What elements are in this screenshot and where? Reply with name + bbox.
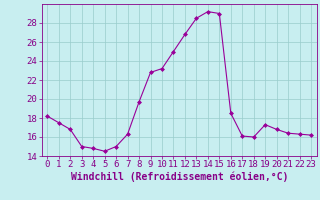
X-axis label: Windchill (Refroidissement éolien,°C): Windchill (Refroidissement éolien,°C) bbox=[70, 172, 288, 182]
